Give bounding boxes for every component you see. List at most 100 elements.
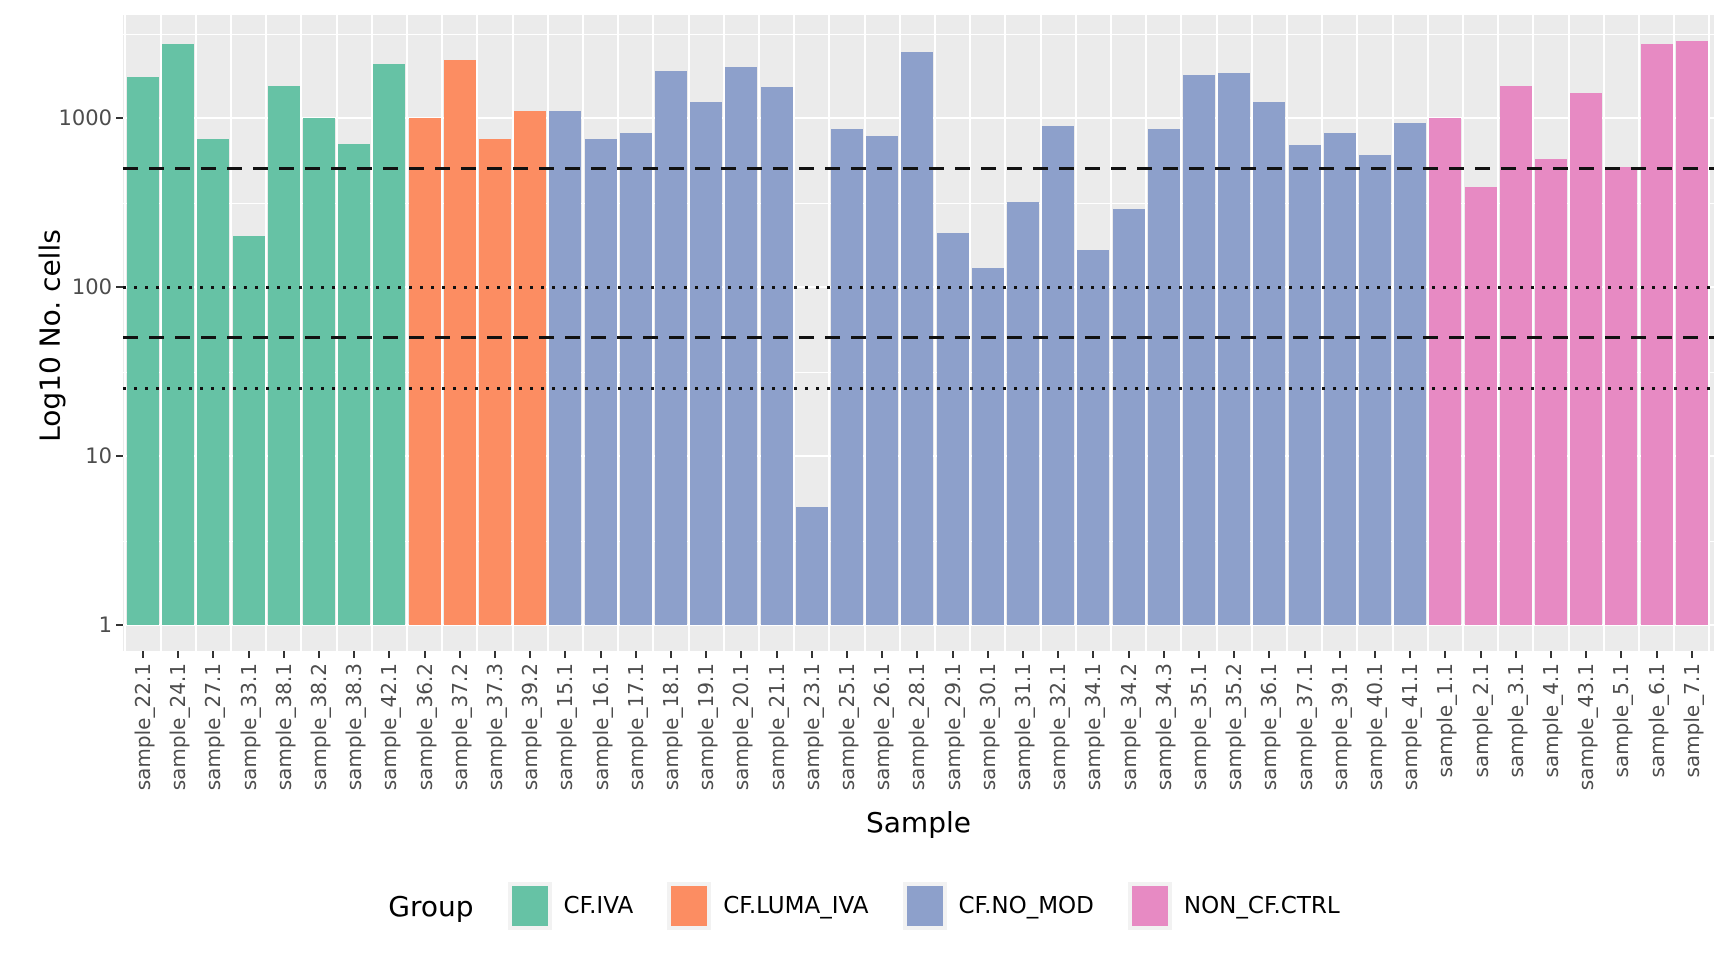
x-tick-label-sample_15.1: sample_15.1 (553, 663, 578, 791)
bar-sample_6.1 (1640, 43, 1673, 625)
x-tick-label-sample_38.1: sample_38.1 (271, 663, 296, 791)
legend-label-non-cf-ctrl: NON_CF.CTRL (1183, 893, 1340, 919)
gridline-vertical (1462, 15, 1464, 651)
x-tick-label-sample_23.1: sample_23.1 (799, 663, 824, 791)
gridline-vertical (1638, 15, 1640, 651)
x-tick (705, 651, 708, 658)
x-tick-label-sample_39.1: sample_39.1 (1327, 663, 1352, 791)
x-tick-label-sample_21.1: sample_21.1 (764, 663, 789, 791)
bar-sample_19.1 (690, 101, 723, 625)
x-tick (1585, 651, 1588, 658)
gridline-vertical (300, 15, 303, 651)
x-tick (1303, 651, 1306, 658)
bar-sample_16.1 (584, 139, 617, 625)
gridline-vertical (1426, 15, 1429, 651)
x-tick-label-sample_19.1: sample_19.1 (694, 663, 719, 791)
gridline-vertical (476, 15, 479, 651)
gridline-vertical (1532, 15, 1535, 651)
x-tick-label-sample_41.1: sample_41.1 (1398, 663, 1423, 791)
x-tick-label-sample_38.2: sample_38.2 (307, 663, 331, 791)
bar-sample_22.1 (127, 76, 159, 625)
y-tick-label: 1 (98, 613, 112, 637)
x-tick (1690, 651, 1693, 658)
x-tick-label-sample_39.2: sample_39.2 (518, 663, 543, 791)
x-tick-label-sample_37.3: sample_37.3 (483, 663, 507, 791)
bar-sample_15.1 (549, 111, 582, 625)
gridline-vertical (1145, 15, 1148, 651)
x-tick (564, 651, 567, 658)
x-tick-label-sample_16.1: sample_16.1 (588, 663, 613, 791)
gridline-vertical (1673, 15, 1676, 651)
x-tick-label-sample_36.2: sample_36.2 (412, 663, 437, 791)
x-tick-label-sample_29.1: sample_29.1 (940, 663, 965, 791)
x-tick (1514, 651, 1517, 658)
legend-label-cf-luma-iva: CF.LUMA_IVA (723, 893, 869, 919)
bar-sample_38.2 (303, 118, 335, 625)
x-tick-label-sample_1.1: sample_1.1 (1433, 663, 1458, 778)
x-tick-label-sample_27.1: sample_27.1 (201, 663, 226, 791)
gridline-vertical (1039, 15, 1042, 651)
x-tick (1022, 651, 1024, 658)
x-tick-label-sample_35.1: sample_35.1 (1187, 663, 1211, 791)
x-tick-label-sample_37.1: sample_37.1 (1292, 663, 1317, 791)
x-tick-label-sample_4.1: sample_4.1 (1539, 663, 1563, 778)
x-tick (1655, 651, 1658, 658)
x-tick-label-sample_31.1: sample_31.1 (1011, 663, 1035, 791)
gridline-vertical (1250, 15, 1253, 651)
gridline-vertical (828, 15, 831, 651)
x-tick (846, 651, 848, 658)
bar-sample_40.1 (1359, 155, 1391, 625)
y-tick-label: 10 (85, 444, 112, 468)
bar-sample_7.1 (1675, 41, 1708, 625)
bar-sample_2.1 (1464, 187, 1497, 625)
gridline-vertical (652, 15, 655, 651)
x-tick-label-sample_35.2: sample_35.2 (1222, 663, 1247, 791)
bar-sample_38.3 (338, 144, 371, 625)
x-tick (634, 651, 637, 658)
x-tick-label-sample_33.1: sample_33.1 (236, 663, 261, 791)
gridline-major (123, 624, 1714, 626)
gridline-vertical (406, 15, 408, 651)
gridline-vertical (1356, 15, 1359, 651)
gridline-vertical (969, 15, 972, 651)
x-tick (494, 651, 496, 658)
bar-sample_1.1 (1429, 118, 1462, 625)
x-tick (986, 651, 989, 658)
x-tick (1444, 651, 1447, 658)
gridline-vertical (230, 15, 232, 651)
gridline-vertical (194, 15, 197, 651)
x-tick (1268, 651, 1271, 658)
y-tick-label: 1000 (58, 106, 112, 130)
bar-sample_37.1 (1288, 145, 1321, 625)
x-tick (881, 651, 884, 658)
bar-sample_34.3 (1147, 129, 1180, 625)
x-tick (1198, 651, 1200, 658)
gridline-vertical (1110, 15, 1112, 651)
gridline-vertical (1004, 15, 1007, 651)
y-tick (116, 117, 123, 119)
gridline-vertical (511, 15, 514, 651)
x-axis-title: Sample (866, 806, 971, 839)
gridline-vertical (863, 15, 866, 651)
legend-swatch-cf-luma-iva (667, 882, 712, 930)
x-tick (810, 651, 813, 658)
x-tick (670, 651, 672, 658)
x-tick (142, 651, 144, 658)
gridline-vertical (124, 15, 127, 651)
bar-sample_4.1 (1535, 159, 1567, 625)
x-tick-label-sample_42.1: sample_42.1 (377, 663, 402, 791)
bar-sample_3.1 (1499, 85, 1532, 625)
gridline-vertical (1321, 15, 1324, 651)
x-tick (740, 651, 743, 658)
gridline-vertical (898, 15, 901, 651)
x-tick-label-sample_24.1: sample_24.1 (166, 663, 191, 791)
bar-sample_35.1 (1183, 74, 1215, 625)
x-tick-label-sample_18.1: sample_18.1 (659, 663, 683, 791)
gridline-vertical (687, 15, 690, 651)
y-tick (116, 455, 123, 457)
gridline-vertical (1497, 15, 1500, 651)
x-tick-label-sample_7.1: sample_7.1 (1679, 663, 1704, 778)
x-tick (353, 651, 356, 658)
x-tick (775, 651, 778, 658)
